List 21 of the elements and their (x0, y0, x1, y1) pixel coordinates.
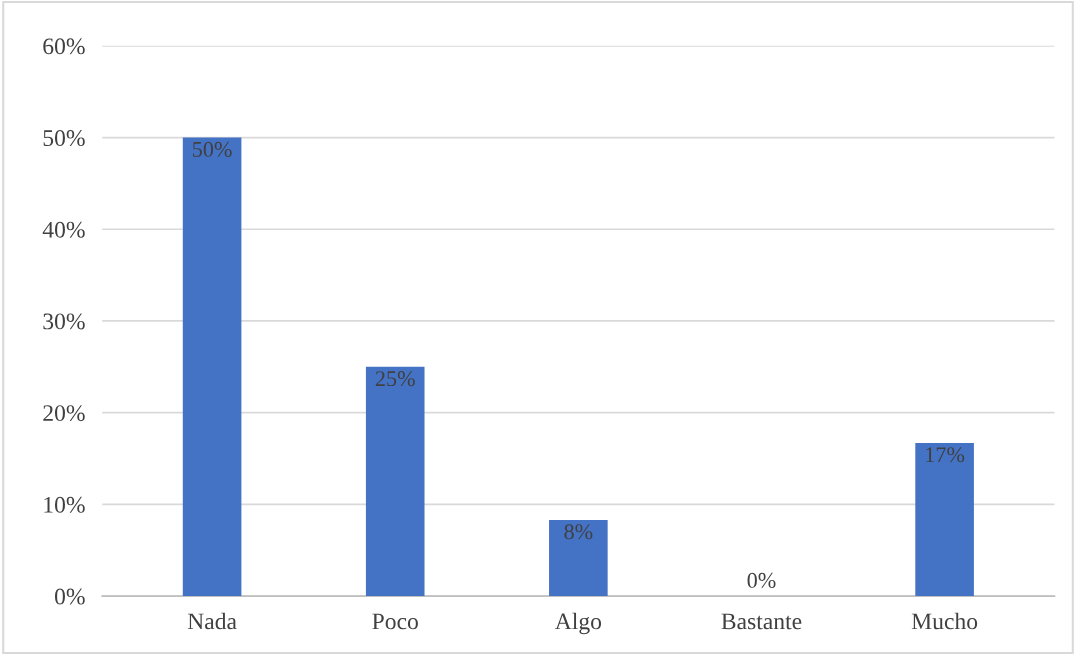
data-label: 17% (926, 447, 965, 463)
y-tick-label: 40% (42, 221, 85, 238)
data-label: 0% (747, 572, 776, 588)
bar (365, 366, 425, 597)
x-tick-label: Mucho (911, 612, 978, 630)
y-tick-label: 10% (44, 496, 85, 513)
x-tick-label: Algo (554, 612, 602, 635)
data-label: 8% (564, 524, 593, 540)
x-tick-label: Poco (372, 613, 418, 630)
data-label: 25% (375, 371, 415, 387)
y-tick-label: 30% (43, 313, 85, 330)
bar (915, 442, 974, 597)
bar (549, 519, 608, 597)
y-tick-label: 60% (43, 38, 85, 55)
x-tick-label: Nada (187, 612, 237, 630)
y-tick-label: 0% (54, 588, 85, 605)
y-tick-label: 50% (43, 130, 85, 147)
y-tick-label: 20% (43, 405, 85, 422)
data-label: 50% (193, 141, 232, 157)
x-tick-label: Bastante (721, 613, 802, 630)
bar (182, 137, 242, 597)
